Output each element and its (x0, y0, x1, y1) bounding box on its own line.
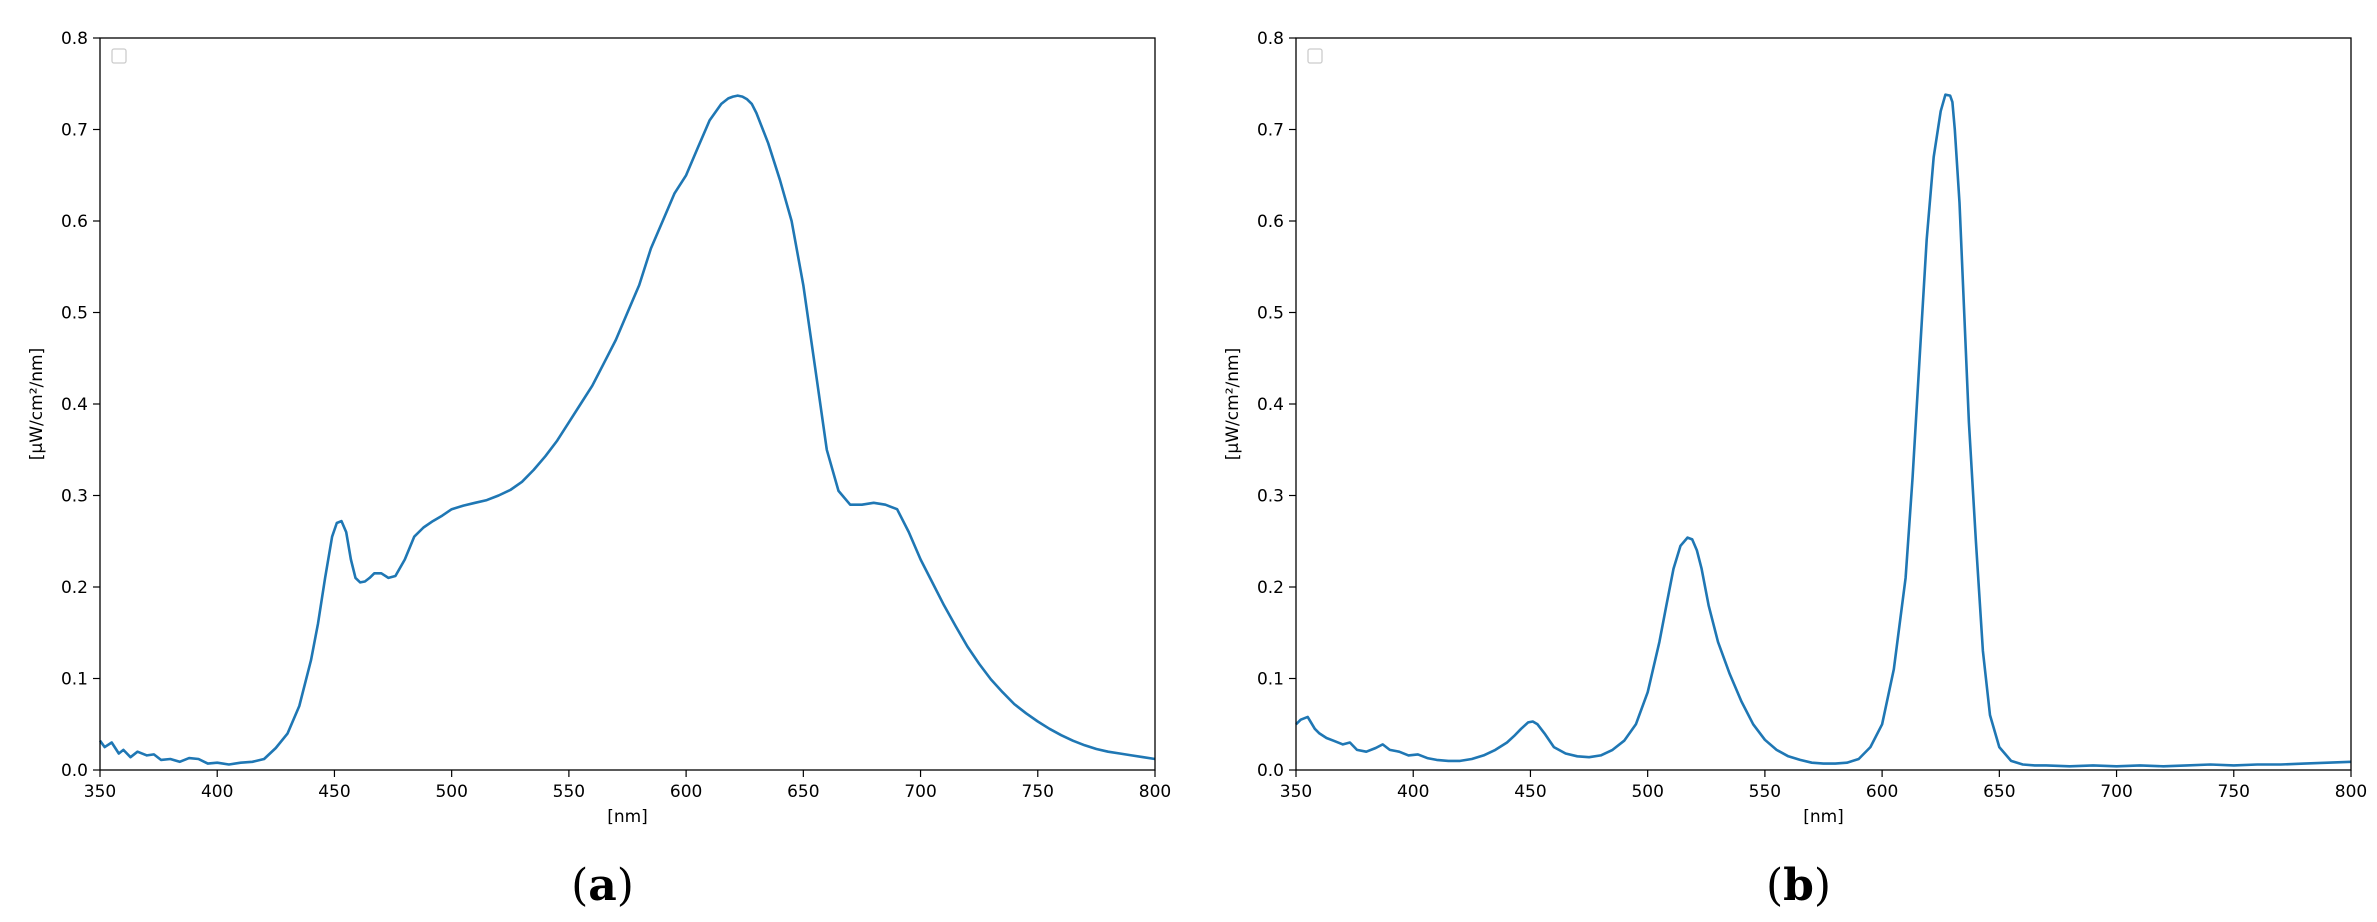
y-tick-label: 0.8 (61, 29, 88, 49)
x-tick-label: 500 (435, 782, 467, 802)
x-axis-label: [nm] (1803, 807, 1844, 827)
chart-a: 350 400 450 500 550 600 650 700 750 800 0.0 0.1 0.2 0… (27, 29, 1171, 911)
x-tick-label: 800 (1139, 782, 1171, 802)
x-tick-label: 650 (787, 782, 819, 802)
x-tick-label: 450 (318, 782, 350, 802)
series-line-0 (98, 94, 1156, 766)
y-tick-label: 0.2 (1257, 578, 1284, 598)
x-tick-label: 600 (670, 782, 702, 802)
x-tick-label: 800 (2335, 782, 2367, 802)
x-tick-label: 700 (904, 782, 936, 802)
y-tick-label: 0.4 (1257, 395, 1284, 415)
x-tick-label: 450 (1514, 782, 1546, 802)
y-tick-label: 0.7 (1257, 121, 1284, 141)
plot-frame (99, 37, 1156, 771)
x-tick-label: 400 (201, 782, 233, 802)
series-line-0 (1295, 93, 2352, 768)
x-tick-label: 600 (1866, 782, 1898, 802)
y-tick-label: 0.0 (1257, 761, 1284, 781)
y-tick-label: 0.7 (61, 121, 88, 141)
y-axis-label: [μW/cm²/nm] (1223, 348, 1243, 460)
x-tick-label: 550 (1749, 782, 1781, 802)
panel-label: (b) (1766, 860, 1831, 911)
y-tick-label: 0.4 (61, 395, 88, 415)
x-tick-label: 550 (553, 782, 585, 802)
x-axis-label: [nm] (607, 807, 648, 827)
x-tick-label: 700 (2100, 782, 2132, 802)
x-tick-label: 750 (1022, 782, 1054, 802)
y-axis-label: [μW/cm²/nm] (27, 348, 47, 460)
x-tick-label: 650 (1983, 782, 2015, 802)
y-tick-label: 0.1 (61, 670, 88, 690)
y-tick-label: 0.1 (1257, 670, 1284, 690)
y-tick-label: 0.3 (61, 487, 88, 507)
x-tick-label: 400 (1397, 782, 1429, 802)
x-tick-label: 350 (84, 782, 116, 802)
y-tick-label: 0.0 (61, 761, 88, 781)
legend-box (111, 48, 127, 64)
chart-b: 350 400 450 500 550 600 650 700 750 800 0.0 0.1 0.2 0… (1223, 29, 2367, 911)
y-tick-label: 0.2 (61, 578, 88, 598)
y-tick-label: 0.8 (1257, 29, 1284, 49)
y-tick-label: 0.5 (1257, 304, 1284, 324)
plot-frame (1295, 37, 2352, 771)
x-tick-label: 750 (2218, 782, 2250, 802)
panel-label: (a) (571, 860, 634, 911)
y-tick-label: 0.6 (1257, 212, 1284, 232)
x-tick-label: 500 (1631, 782, 1663, 802)
y-tick-label: 0.3 (1257, 487, 1284, 507)
legend-box (1307, 48, 1323, 64)
x-tick-label: 350 (1280, 782, 1312, 802)
y-tick-label: 0.5 (61, 304, 88, 324)
y-tick-label: 0.6 (61, 212, 88, 232)
